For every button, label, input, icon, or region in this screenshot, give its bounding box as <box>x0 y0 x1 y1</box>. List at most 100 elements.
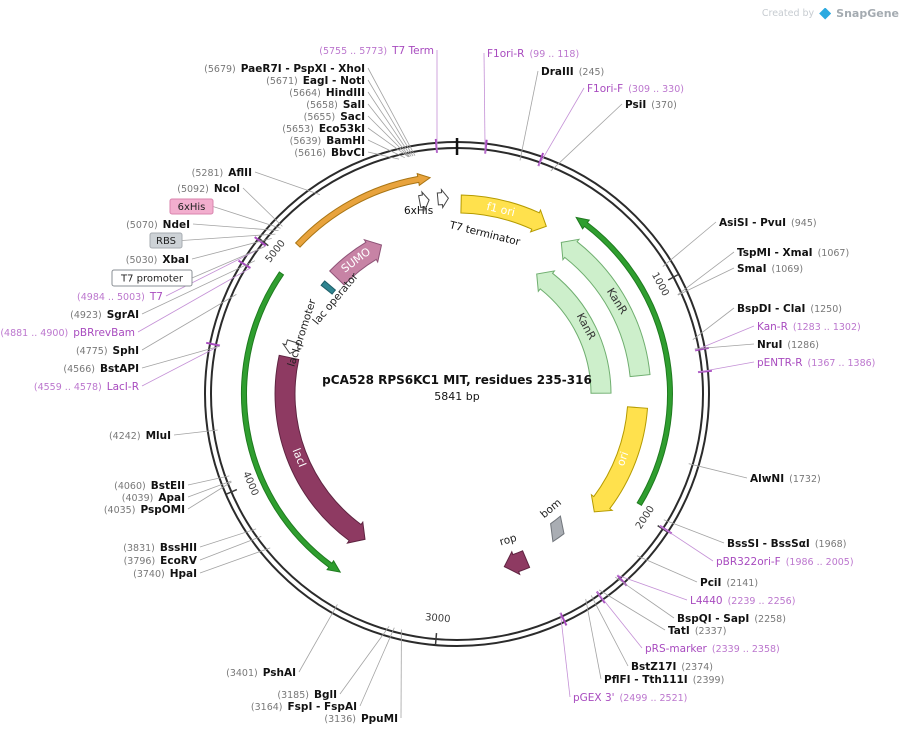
tick-label-1000: 1000 <box>649 271 671 299</box>
svg-text:(3831)BssHII: (3831) BssHII <box>123 542 197 554</box>
feature-laci: lacI <box>274 354 366 544</box>
feature-laci-promoter: lacI promoter <box>281 297 319 368</box>
svg-text:pENTR-R(1367 .. 1386): pENTR-R (1367 .. 1386) <box>757 357 875 369</box>
tick-1000 <box>667 274 679 281</box>
svg-text:(3185)BglI: (3185) BglI <box>277 689 337 701</box>
svg-text:(5653)Eco53kI: (5653) Eco53kI <box>282 123 365 135</box>
enzyme-label-sgrai: (4923) SgrAI <box>70 309 139 321</box>
leader-ndei <box>192 223 279 231</box>
svg-text:L4440(2239 .. 2256): L4440 (2239 .. 2256) <box>690 595 795 607</box>
feature-transcript-left <box>240 271 342 573</box>
leader-paer7i-pspxi-xhoi <box>367 67 416 156</box>
primer-label-f1ori-f: F1ori-F (309 .. 330) <box>587 83 684 95</box>
tick-label-5000: 5000 <box>264 238 288 265</box>
primer-tick-pgex-3 <box>559 612 568 626</box>
primer-label-t7-term: (5755 .. 5773) T7 Term <box>319 45 434 57</box>
svg-text:(5070)NdeI: (5070) NdeI <box>126 219 190 231</box>
primer-label-l4440: L4440 (2239 .. 2256) <box>690 595 795 607</box>
svg-text:(4881 .. 4900)pBRrevBam: (4881 .. 4900) pBRrevBam <box>0 327 135 339</box>
leader-asisi-pvui <box>662 221 717 267</box>
enzyme-label-saci: (5655) SacI <box>304 111 365 123</box>
feature-rop: rop <box>498 532 531 576</box>
leader-bspdi-clai <box>692 307 735 341</box>
leader-ecorv <box>199 536 262 561</box>
badge-label-rbs: RBS <box>156 236 176 247</box>
leader-kan-r <box>694 325 755 351</box>
svg-text:(4039)ApaI: (4039) ApaI <box>122 492 185 504</box>
leader-pcii <box>636 555 698 583</box>
svg-text:TspMI - XmaI(1067): TspMI - XmaI (1067) <box>737 247 849 259</box>
feature-label-t7-terminator: T7 terminator <box>447 219 522 249</box>
feature-lac-operator: lac operator <box>311 270 362 327</box>
watermark-brand: SnapGene <box>836 7 899 20</box>
svg-text:TatI(2337): TatI (2337) <box>668 625 726 637</box>
enzyme-label-bsteii: (4060) BstEII <box>114 480 185 492</box>
enzyme-label-bsshii: (3831) BssHII <box>123 542 197 554</box>
enzyme-label-fspi-fspai: (3164) FspI - FspAI <box>251 701 357 713</box>
leader-f1ori-r <box>483 52 486 154</box>
svg-text:(5639)BamHI: (5639) BamHI <box>290 135 365 147</box>
tick-4000 <box>226 488 238 495</box>
leader-nrui <box>694 343 755 350</box>
primer-label-pbrrevbam: (4881 .. 4900) pBRrevBam <box>0 327 135 339</box>
feature-f1-ori: f1 ori <box>460 194 547 233</box>
svg-text:BssSI - BssSαI(1968): BssSI - BssSαI (1968) <box>727 538 846 550</box>
svg-text:(5281)AflII: (5281) AflII <box>192 167 252 179</box>
svg-text:(4035)PspOMI: (4035) PspOMI <box>104 504 185 516</box>
svg-text:(4566)BstAPI: (4566) BstAPI <box>63 363 139 375</box>
enzyme-label-eco53ki: (5653) Eco53kI <box>282 123 365 135</box>
svg-text:(3136)PpuMI: (3136) PpuMI <box>324 713 398 725</box>
leader-bstz17i <box>590 595 629 667</box>
primer-label-kan-r: Kan-R (1283 .. 1302) <box>757 321 861 333</box>
enzyme-label-mlui: (4242) MluI <box>109 430 171 442</box>
svg-text:(4060)BstEII: (4060) BstEII <box>114 480 185 492</box>
enzyme-label-smai: SmaI (1069) <box>737 263 803 275</box>
tick-3000 <box>434 633 438 645</box>
svg-text:(3796)EcoRV: (3796) EcoRV <box>124 555 198 567</box>
leader-alwni <box>688 463 748 479</box>
leader-tspmi-xmai <box>677 251 735 296</box>
leader-psii <box>550 103 623 172</box>
enzyme-label-eagi-noti: (5671) EagI - NotI <box>266 75 365 87</box>
svg-text:(5658)SalI: (5658) SalI <box>306 99 365 111</box>
enzyme-label-ppumi: (3136) PpuMI <box>324 713 398 725</box>
leader-eco53ki <box>367 127 409 158</box>
leader-pflfi-tth111i <box>585 598 602 680</box>
feature-ori: ori <box>590 406 649 513</box>
feature-transcript-right <box>575 216 673 506</box>
svg-text:(5671)EagI - NotI: (5671) EagI - NotI <box>266 75 365 87</box>
enzyme-label-bsssi-bsss-i: BssSI - BssSαI (1968) <box>727 538 846 550</box>
svg-text:(4559 .. 4578)LacI-R: (4559 .. 4578) LacI-R <box>34 381 139 393</box>
feature-label-laci-promoter: lacI promoter <box>286 297 319 368</box>
svg-text:F1ori-F(309 .. 330): F1ori-F (309 .. 330) <box>587 83 684 95</box>
enzyme-label-aflii: (5281) AflII <box>192 167 252 179</box>
tick-label-3000: 3000 <box>425 612 451 625</box>
feature-badges: 6xHis RBS T7 promoter <box>111 198 214 287</box>
enzyme-label-bamhi: (5639) BamHI <box>290 135 365 147</box>
leader-xbai <box>191 238 272 260</box>
svg-text:BstZ17I(2374): BstZ17I (2374) <box>631 661 713 673</box>
leader-prs-marker <box>596 591 643 649</box>
svg-text:pGEX 3'(2499 .. 2521): pGEX 3' (2499 .. 2521) <box>573 692 687 704</box>
badge-label-6xhis: 6xHis <box>178 202 206 213</box>
svg-text:(3740)HpaI: (3740) HpaI <box>133 568 197 580</box>
primer-label-pentr-r: pENTR-R (1367 .. 1386) <box>757 357 875 369</box>
svg-text:(5679)PaeR7I - PspXI - XhoI: (5679) PaeR7I - PspXI - XhoI <box>204 63 365 75</box>
enzyme-label-bspdi-clai: BspDI - ClaI (1250) <box>737 303 842 315</box>
leader-pentr-r <box>697 361 755 373</box>
leader-bspqi-sapi <box>614 576 675 619</box>
leader-laci-r <box>141 345 221 387</box>
enzyme-label-bbvci: (5616) BbvCI <box>294 147 365 159</box>
feature-label-f1-ori: f1 ori <box>485 200 516 219</box>
svg-text:F1ori-R(99 .. 118): F1ori-R (99 .. 118) <box>487 48 579 60</box>
enzyme-label-ndei: (5070) NdeI <box>126 219 190 231</box>
leader-tati <box>598 589 666 631</box>
leader-pbr322ori-f <box>659 525 714 562</box>
primer-tick-pbrrevbam <box>237 259 251 269</box>
enzyme-label-sphi: (4775) SphI <box>76 345 139 357</box>
enzyme-label-tspmi-xmai: TspMI - XmaI (1067) <box>737 247 849 259</box>
enzyme-label-bstapi: (4566) BstAPI <box>63 363 139 375</box>
snapgene-watermark: Created by SnapGene <box>762 7 899 20</box>
